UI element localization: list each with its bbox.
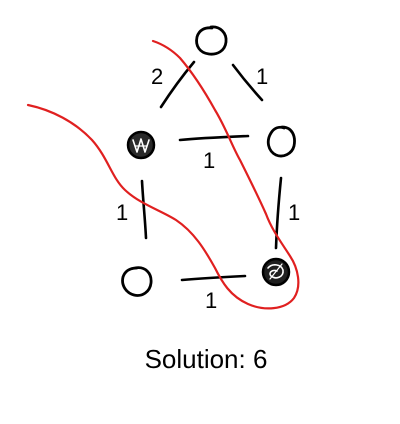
edge-top-midright — [231, 63, 264, 102]
solution-label: Solution: 6 — [145, 344, 268, 374]
node-mid-right — [266, 125, 296, 158]
edge-label-top-midleft: 2 — [151, 64, 163, 89]
edge-top-midleft — [159, 60, 196, 109]
edge-label-top-midright: 1 — [256, 64, 268, 89]
edge-midleft-midright — [178, 134, 250, 142]
edge-bottomleft-bottomright — [180, 274, 247, 282]
node-bottom-right — [261, 257, 291, 287]
cut-curve — [26, 39, 300, 310]
edge-midright-bottomright — [274, 176, 283, 250]
node-top — [195, 25, 228, 56]
edge-label-bottomleft-bottomright: 1 — [205, 288, 217, 313]
edge-label-midleft-midright: 1 — [203, 148, 215, 173]
edge-label-midright-bottomright: 1 — [288, 200, 300, 225]
edge-midleft-bottomleft — [140, 179, 148, 240]
node-mid-left — [126, 130, 156, 160]
node-bottom-left — [121, 266, 153, 297]
edge-label-midleft-bottomleft: 1 — [116, 200, 128, 225]
